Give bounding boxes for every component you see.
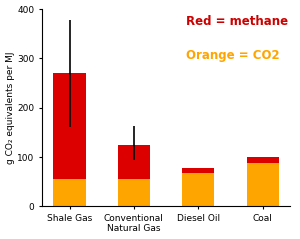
Bar xyxy=(247,163,279,206)
Bar xyxy=(182,173,214,206)
Bar xyxy=(53,179,86,206)
Text: Red = methane: Red = methane xyxy=(186,15,288,28)
Y-axis label: g CO₂ equivalents per MJ: g CO₂ equivalents per MJ xyxy=(6,51,15,164)
Bar xyxy=(53,73,86,179)
Bar xyxy=(118,145,150,179)
Bar xyxy=(247,157,279,163)
Bar xyxy=(118,179,150,206)
Bar xyxy=(182,168,214,173)
Text: Orange = CO2: Orange = CO2 xyxy=(186,49,280,61)
